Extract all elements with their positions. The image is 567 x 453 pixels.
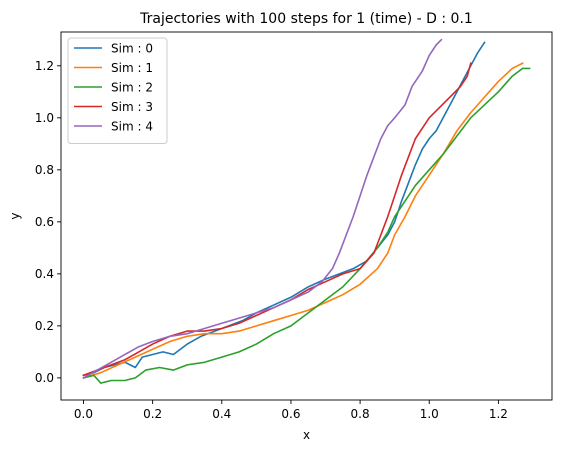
x-tick-label: 0.4	[212, 407, 231, 421]
x-tick-label: 1.0	[420, 407, 439, 421]
y-axis-label: y	[8, 212, 22, 219]
y-tick-label: 0.8	[35, 163, 54, 177]
y-axis-ticks: 0.0 0.2 0.4 0.6 0.8 1.0 1.2	[35, 59, 61, 385]
legend-label-sim-1: Sim : 1	[111, 61, 153, 75]
x-axis-label: x	[303, 428, 310, 442]
series-line-sim-1	[82, 62, 524, 379]
series-line-sim-4	[82, 38, 443, 379]
y-tick-label: 0.0	[35, 371, 54, 385]
plot-frame	[60, 31, 553, 401]
legend: Sim : 0 Sim : 1 Sim : 2 Sim : 3 Sim : 4	[67, 37, 168, 144]
series-line-sim-2	[82, 67, 531, 384]
legend-box	[67, 37, 168, 144]
legend-label-sim-3: Sim : 3	[111, 100, 153, 114]
series-layer	[82, 38, 531, 384]
x-tick-label: 1.2	[489, 407, 508, 421]
series-line-sim-0	[82, 41, 486, 377]
legend-label-sim-2: Sim : 2	[111, 81, 153, 95]
x-axis-ticks: 0.0 0.2 0.4 0.6 0.8 1.0 1.2	[74, 400, 508, 421]
y-tick-label: 1.2	[35, 59, 54, 73]
legend-label-sim-4: Sim : 4	[111, 120, 153, 134]
y-tick-label: 1.0	[35, 111, 54, 125]
series-line-sim-3	[82, 62, 472, 377]
x-tick-label: 0.0	[74, 407, 93, 421]
x-tick-label: 0.6	[281, 407, 300, 421]
y-tick-label: 0.4	[35, 267, 54, 281]
y-tick-label: 0.2	[35, 319, 54, 333]
y-tick-label: 0.6	[35, 215, 54, 229]
chart-title: Trajectories with 100 steps for 1 (time)…	[139, 11, 473, 27]
x-tick-label: 0.8	[351, 407, 370, 421]
legend-label-sim-0: Sim : 0	[111, 42, 153, 56]
x-tick-label: 0.2	[143, 407, 162, 421]
